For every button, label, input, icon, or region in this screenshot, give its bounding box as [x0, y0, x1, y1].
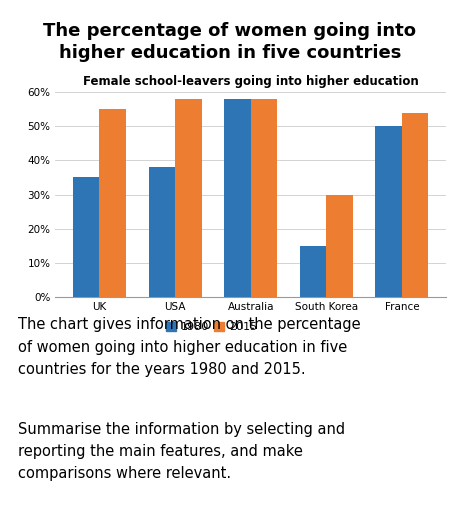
Bar	[73, 178, 99, 297]
Bar	[224, 99, 250, 297]
Bar	[250, 99, 277, 297]
Title: Female school-leavers going into higher education: Female school-leavers going into higher …	[83, 75, 418, 88]
Bar	[99, 109, 126, 297]
Bar	[401, 113, 427, 297]
Text: The chart gives information on the percentage
of women going into higher educati: The chart gives information on the perce…	[18, 317, 360, 377]
Bar	[175, 99, 201, 297]
Bar	[375, 126, 401, 297]
Text: The percentage of women going into
higher education in five countries: The percentage of women going into highe…	[44, 22, 415, 62]
Bar	[325, 195, 352, 297]
Legend: 1980, 2015: 1980, 2015	[162, 317, 261, 336]
Bar	[299, 246, 325, 297]
Bar	[148, 167, 175, 297]
Text: Summarise the information by selecting and
reporting the main features, and make: Summarise the information by selecting a…	[18, 422, 345, 481]
